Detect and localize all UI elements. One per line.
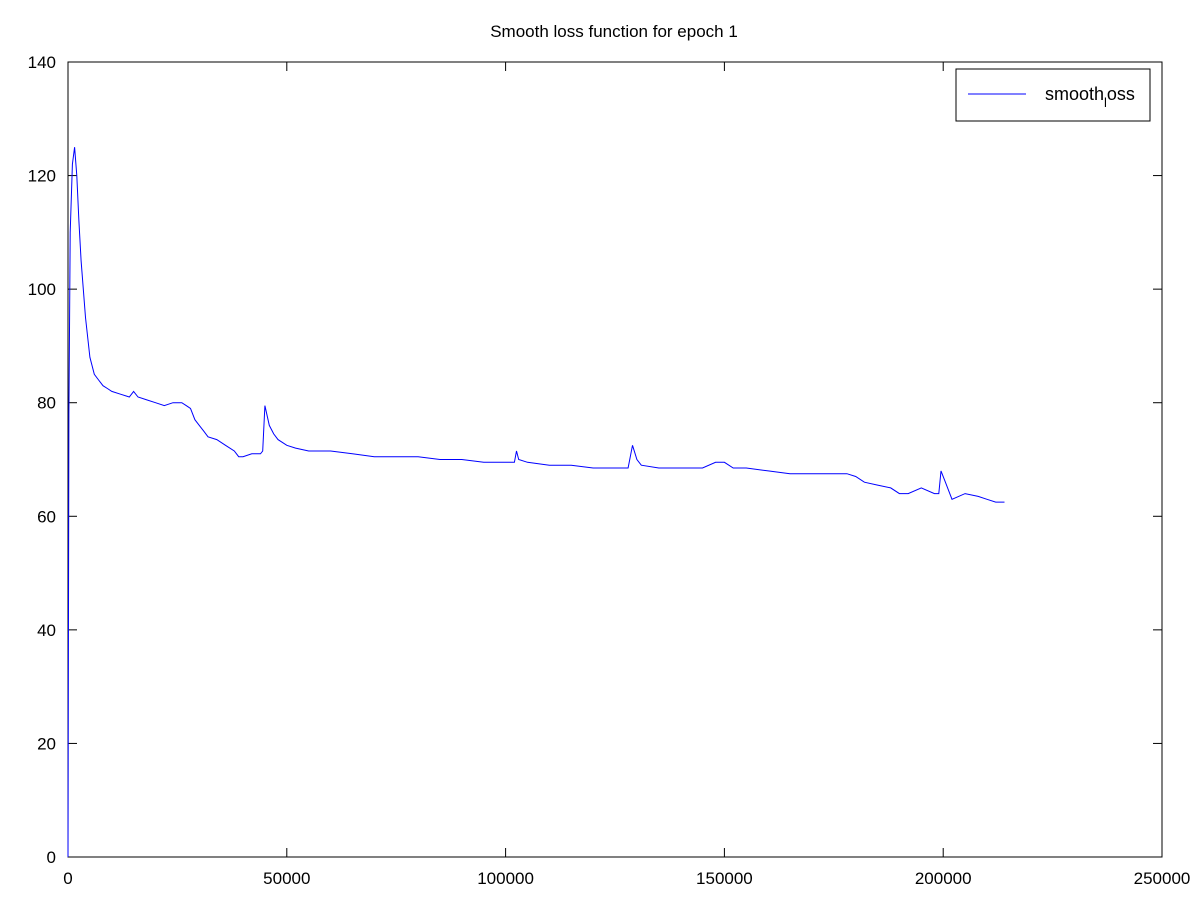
y-tick-label: 60: [37, 507, 56, 526]
y-tick-label: 20: [37, 734, 56, 753]
x-tick-label: 100000: [477, 869, 534, 888]
y-tick-label: 140: [28, 53, 56, 72]
y-tick-label: 40: [37, 621, 56, 640]
y-tick-label: 0: [47, 848, 56, 867]
y-tick-label: 120: [28, 167, 56, 186]
legend-label: smoothloss: [1045, 84, 1135, 110]
legend-label-main: smooth: [1045, 84, 1104, 104]
x-tick-label: 150000: [696, 869, 753, 888]
chart-title: Smooth loss function for epoch 1: [490, 22, 738, 41]
x-tick-label: 200000: [915, 869, 972, 888]
ticks-layer: [67, 61, 1163, 858]
y-tick-label: 80: [37, 394, 56, 413]
x-tick-label: 50000: [263, 869, 310, 888]
series-line-smooth-loss: [67, 147, 1005, 858]
legend: smoothloss: [955, 68, 1151, 122]
legend-box: [955, 68, 1151, 122]
x-tick-label: 0: [63, 869, 72, 888]
plot-frame: [67, 61, 1163, 858]
x-tick-label: 250000: [1134, 869, 1191, 888]
tick-labels-layer: 0 50000 100000 150000 200000 250000 0 20 40 60 80 1…: [28, 53, 1191, 888]
legend-label-sub: l: [1104, 95, 1107, 110]
y-tick-label: 100: [28, 280, 56, 299]
legend-label-tail: oss: [1107, 84, 1135, 104]
